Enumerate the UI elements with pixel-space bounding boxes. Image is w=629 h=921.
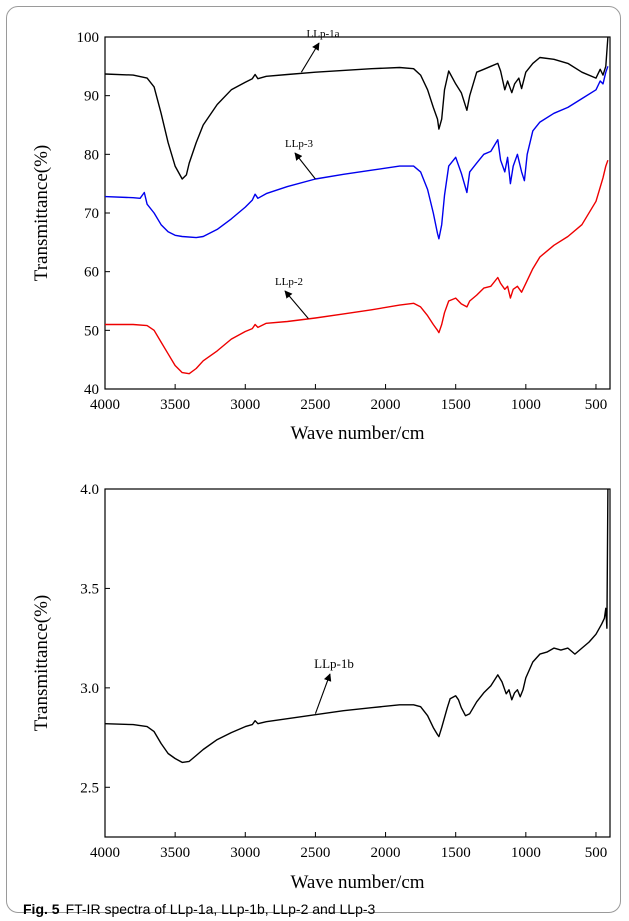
x-tick-label: 2500 (300, 845, 330, 861)
x-tick-label: 1500 (441, 397, 471, 413)
chart-top-panel: 4000 3500 3000 2500 2000 1500 1000 500 40 50 60 70 8… (31, 28, 611, 444)
series-annotation-label: LLp-3 (285, 138, 314, 150)
series-line-llp-2 (105, 159, 609, 375)
y-axis-label: Transmittance(%) (31, 595, 52, 732)
x-tick-label: 1000 (511, 397, 541, 413)
y-tick-label: 90 (84, 89, 99, 105)
series-line-llp-1b (104, 488, 609, 764)
chart-bottom-panel: 4000 3500 3000 2500 2000 1500 1000 500 2.5 3.0 3.5… (31, 482, 611, 893)
plot-area-frame (104, 36, 611, 390)
y-tick-label: 100 (77, 30, 100, 46)
x-tick-label: 1000 (511, 845, 541, 861)
annotation-arrow (300, 42, 320, 73)
annotation-arrow (314, 673, 332, 714)
figure-label: Fig. 5 (23, 901, 60, 917)
y-tick-label: 2.5 (80, 780, 99, 796)
x-tick-label: 3500 (160, 397, 190, 413)
series-annotation-label: LLp-1b (314, 656, 354, 671)
x-tick-label: 4000 (90, 397, 120, 413)
ftir-figure: 4000 3500 3000 2500 2000 1500 1000 500 40 50 60 70 8… (31, 28, 611, 893)
y-tick-label: 3.0 (80, 681, 99, 697)
x-tick-label: 2000 (371, 845, 401, 861)
y-tick-label: 70 (84, 206, 99, 222)
x-tick-label: 3500 (160, 845, 190, 861)
y-axis-label: Transmittance(%) (31, 145, 52, 282)
series-line-llp-3 (104, 66, 609, 240)
series-annotation-label: LLp-2 (275, 276, 303, 288)
x-tick-label: 1500 (441, 845, 471, 861)
x-axis-label: Wave number/cm (290, 872, 424, 893)
y-tick-label: 4.0 (80, 482, 99, 498)
y-tick-label: 40 (84, 382, 99, 398)
annotation-arrow (284, 290, 309, 319)
x-tick-label: 500 (585, 845, 608, 861)
series-line-llp-1a (104, 36, 609, 180)
plot-area-frame (104, 488, 611, 838)
x-tick-label: 500 (585, 397, 608, 413)
series-annotation-label: LLp-1a (307, 28, 340, 40)
figure-frame: 4000 3500 3000 2500 2000 1500 1000 500 40 50 60 70 8… (6, 6, 621, 917)
figure-caption: Fig. 5 FT-IR spectra of LLp-1a, LLp-1b, L… (23, 901, 375, 917)
x-tick-label: 3000 (230, 845, 260, 861)
y-tick-label: 60 (84, 265, 99, 281)
y-tick-label: 3.5 (80, 581, 99, 597)
x-tick-label: 4000 (90, 845, 120, 861)
y-tick-label: 80 (84, 147, 99, 163)
x-axis-label: Wave number/cm (290, 423, 424, 444)
x-tick-label: 3000 (230, 397, 260, 413)
y-tick-label: 50 (84, 323, 99, 339)
x-tick-label: 2000 (371, 397, 401, 413)
annotation-arrow (294, 152, 316, 180)
x-tick-label: 2500 (300, 397, 330, 413)
figure-caption-text: FT-IR spectra of LLp-1a, LLp-1b, LLp-2 a… (65, 901, 376, 917)
